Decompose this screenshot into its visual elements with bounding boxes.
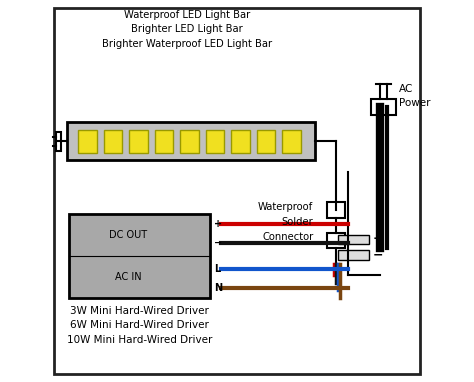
Text: L: L [214, 264, 220, 274]
Text: AC IN: AC IN [115, 272, 142, 282]
Bar [155, 130, 173, 153]
Text: +: + [373, 232, 383, 245]
Bar [79, 130, 97, 153]
Text: −: − [214, 238, 222, 248]
Text: −: − [373, 248, 383, 261]
Bar [282, 130, 301, 153]
Text: Waterproof
Solder
Connector: Waterproof Solder Connector [258, 202, 313, 242]
Bar [257, 130, 275, 153]
Text: Waterproof LED Light Bar
Brighter LED Light Bar
Brighter Waterproof LED Light Ba: Waterproof LED Light Bar Brighter LED Li… [102, 10, 273, 49]
Text: 3W Mini Hard-Wired Driver
6W Mini Hard-Wired Driver
10W Mini Hard-Wired Driver: 3W Mini Hard-Wired Driver 6W Mini Hard-W… [67, 306, 212, 345]
Bar [231, 130, 250, 153]
Bar [104, 130, 122, 153]
Bar [338, 235, 369, 244]
Bar [327, 202, 345, 218]
Text: +: + [214, 219, 222, 229]
Text: N: N [214, 283, 222, 293]
Bar [206, 130, 224, 153]
Bar [55, 132, 61, 151]
Bar [180, 130, 199, 153]
Bar [371, 99, 395, 115]
Text: AC
Power: AC Power [400, 84, 431, 107]
Text: DC OUT: DC OUT [109, 230, 147, 240]
Bar [338, 250, 369, 260]
Bar [69, 214, 210, 298]
Bar [67, 122, 315, 160]
Bar [327, 233, 345, 248]
Bar [129, 130, 148, 153]
